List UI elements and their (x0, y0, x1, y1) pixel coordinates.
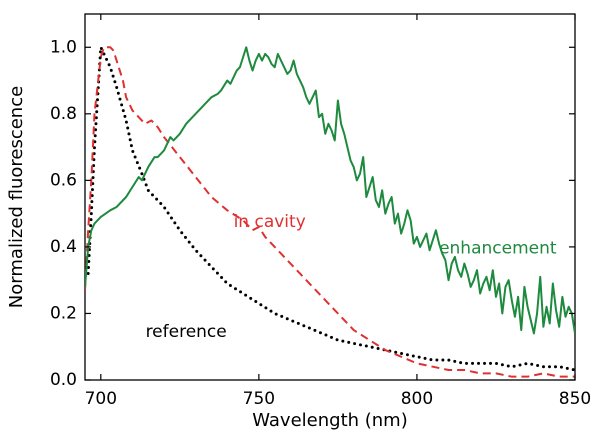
y-tick-label: 0.4 (50, 237, 77, 257)
series-annotation-in-cavity: in cavity (234, 212, 306, 232)
series-line-reference (86, 45, 575, 372)
plot-area (84, 13, 576, 381)
y-tick-label: 0.2 (50, 303, 77, 323)
x-tick-label: 850 (559, 389, 591, 409)
annotations-layer: reference in cavity enhancement (146, 212, 557, 342)
y-tick-label: 0.8 (50, 104, 77, 124)
series-line-enhancement (85, 46, 575, 335)
y-tick-label: 0.0 (50, 370, 77, 390)
x-tick-label: 800 (401, 389, 433, 409)
y-tick-label: 0.6 (50, 170, 77, 190)
axes-layer: 700 750 800 850 0.0 0.2 0.4 0.6 0.8 1.0 (50, 14, 591, 409)
series-annotation-enhancement: enhancement (439, 239, 557, 259)
x-tick-label: 750 (243, 389, 275, 409)
plot-frame (84, 13, 576, 381)
series-annotation-reference: reference (146, 322, 227, 342)
x-tick-label: 700 (85, 389, 117, 409)
y-axis-label: Normalized fluorescence (6, 86, 27, 308)
x-axis-label: Wavelength (nm) (252, 410, 408, 431)
series-layer (85, 45, 575, 378)
y-tick-label: 1.0 (50, 37, 77, 57)
series-line-in-cavity (85, 46, 575, 378)
